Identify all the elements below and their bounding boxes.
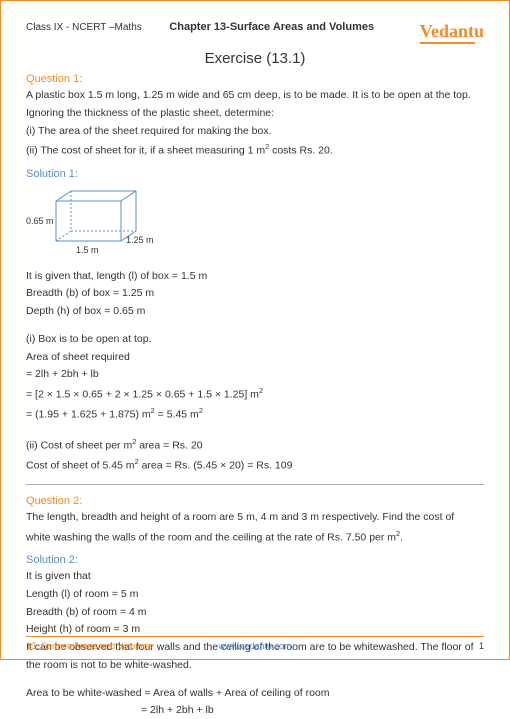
question-1-label: Question 1: bbox=[26, 73, 484, 85]
s2-l8: = 2lh + 2bh + lb bbox=[141, 703, 484, 719]
solution-1-body: It is given that, length (l) of box = 1.… bbox=[26, 269, 484, 475]
s1-l5: Area of sheet required bbox=[26, 350, 484, 366]
diagram-depth-label: 1.25 m bbox=[126, 235, 154, 245]
solution-2-label: Solution 2: bbox=[26, 554, 484, 566]
logo-text: Vedantu bbox=[420, 21, 484, 42]
question-2-body: The length, breadth and height of a room… bbox=[26, 510, 484, 546]
s1-l6: = 2lh + 2bh + lb bbox=[26, 367, 484, 383]
s1-l2: Breadth (b) of box = 1.25 m bbox=[26, 286, 484, 302]
cuboid-diagram: 0.65 m 1.5 m 1.25 m bbox=[26, 186, 484, 265]
s1-l4: (i) Box is to be open at top. bbox=[26, 332, 484, 348]
cuboid-svg: 0.65 m 1.5 m 1.25 m bbox=[26, 186, 156, 262]
footer-right: 1 bbox=[479, 641, 484, 651]
footer: 13. Surface Areas and Volumes www.vedant… bbox=[26, 641, 484, 651]
question-1-body: A plastic box 1.5 m long, 1.25 m wide an… bbox=[26, 88, 484, 160]
chapter-title: Chapter 13-Surface Areas and Volumes bbox=[169, 21, 374, 33]
exercise-title: Exercise (13.1) bbox=[26, 50, 484, 67]
s1-l7: = [2 × 1.5 × 0.65 + 2 × 1.25 × 0.65 + 1.… bbox=[26, 385, 484, 403]
s1-l9: (ii) Cost of sheet per m2 area = Rs. 20 bbox=[26, 436, 484, 454]
footer-left: 13. Surface Areas and Volumes bbox=[26, 641, 152, 651]
s1-l3: Depth (h) of box = 0.65 m bbox=[26, 304, 484, 320]
q2-line2: white washing the walls of the room and … bbox=[26, 528, 484, 546]
diagram-width-label: 1.5 m bbox=[76, 245, 99, 255]
s2-l6: the room is not to be white-washed. bbox=[26, 658, 484, 674]
s1-l10: Cost of sheet of 5.45 m2 area = Rs. (5.4… bbox=[26, 456, 484, 474]
diagram-height-label: 0.65 m bbox=[26, 216, 54, 226]
s2-l3: Breadth (b) of room = 4 m bbox=[26, 605, 484, 621]
footer-line bbox=[26, 636, 484, 637]
page: Class IX - NCERT –Maths Chapter 13-Surfa… bbox=[0, 0, 510, 660]
header-left-group: Class IX - NCERT –Maths Chapter 13-Surfa… bbox=[26, 21, 374, 33]
divider bbox=[26, 484, 484, 485]
q1-line3: (i) The area of the sheet required for m… bbox=[26, 124, 484, 140]
footer-center: www.vedantu.com bbox=[218, 641, 291, 651]
s2-l1: It is given that bbox=[26, 569, 484, 585]
solution-1-label: Solution 1: bbox=[26, 168, 484, 180]
q1-line4: (ii) The cost of sheet for it, if a shee… bbox=[26, 141, 484, 159]
question-2-label: Question 2: bbox=[26, 495, 484, 507]
logo-block: Vedantu bbox=[420, 21, 484, 44]
s2-l2: Length (l) of room = 5 m bbox=[26, 587, 484, 603]
s1-l1: It is given that, length (l) of box = 1.… bbox=[26, 269, 484, 285]
q2-line1: The length, breadth and height of a room… bbox=[26, 510, 484, 526]
logo-underline bbox=[420, 42, 475, 44]
header: Class IX - NCERT –Maths Chapter 13-Surfa… bbox=[26, 21, 484, 44]
q1-line2: Ignoring the thickness of the plastic sh… bbox=[26, 106, 484, 122]
s2-l7: Area to be white-washed = Area of walls … bbox=[26, 686, 484, 702]
class-label: Class IX - NCERT –Maths bbox=[26, 22, 142, 33]
q1-line1: A plastic box 1.5 m long, 1.25 m wide an… bbox=[26, 88, 484, 104]
s1-l8: = (1.95 + 1.625 + 1.875) m2 = 5.45 m2 bbox=[26, 405, 484, 423]
